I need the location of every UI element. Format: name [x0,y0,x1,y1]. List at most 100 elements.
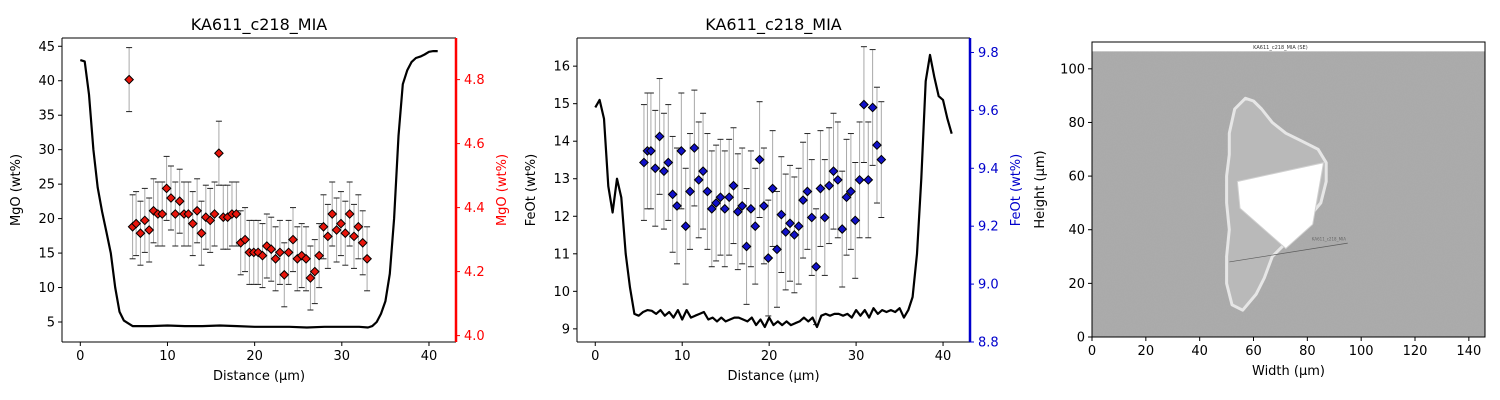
data-point [672,201,682,211]
data-point [327,209,338,219]
x-tick-label: 100 [1349,344,1374,359]
data-point [362,253,372,264]
error-bars [126,47,371,311]
y2-tick-label: 4.4 [464,201,485,216]
data-point [806,212,817,223]
data-point [750,221,761,232]
x-tick-label: 30 [848,349,865,364]
x-axis-label: Distance (µm) [727,369,819,384]
data-point [654,131,665,142]
se-image: KA611_c218_MIA KA611_c218_MIA (SE) [1092,42,1485,337]
x-tick-label: 20 [246,349,263,364]
y2-tick-label: 9.4 [978,162,999,177]
data-point [663,157,674,168]
y2-tick-label: 9.8 [978,46,999,61]
data-point [867,102,878,113]
data-point [732,206,743,217]
data-point [357,237,368,248]
data-point [715,192,726,203]
data-point [759,201,769,211]
data-point [349,231,359,242]
y2-tick-label: 4.0 [464,329,485,344]
data-point [845,186,856,197]
data-point [776,209,787,220]
data-point [331,225,342,235]
data-point [650,163,661,174]
y-tick-label: 15 [38,247,55,262]
data-point [196,228,207,239]
data-point [275,247,285,258]
data-point [183,209,194,219]
data-point [344,209,355,219]
error-bars [640,46,885,326]
data-point [135,228,146,239]
data-point [139,215,150,226]
data-point [192,205,203,216]
y-tick-label: 20 [38,212,55,227]
data-point [872,140,882,151]
data-point [802,186,813,197]
data-point [667,189,678,200]
y-tick-label: 5 [47,316,55,331]
data-point [301,253,311,264]
data-point [231,209,242,219]
y-tick-label: 13 [553,172,570,187]
y-tick-label: 10 [38,281,55,296]
y-tick-label: 0 [1077,331,1085,346]
x-tick-label: 0 [591,349,599,364]
data-point [837,224,848,234]
y-tick-label: 9 [562,322,570,337]
data-point [745,203,756,214]
data-point [754,154,765,165]
data-point [148,205,159,216]
x-tick-label: 10 [674,349,691,364]
profile-line [79,50,438,329]
data-point [863,174,874,185]
data-point [157,209,168,219]
x-tick-label: 0 [1088,344,1096,359]
image-title: KA611_c218_MIA (SE) [1253,45,1308,51]
y-tick-label: 40 [1068,223,1085,238]
data-point [859,99,869,110]
data-point [876,154,887,165]
y-tick-label: 35 [38,109,55,124]
x-tick-label: 60 [1245,344,1262,359]
data-point [257,250,268,261]
y2-tick-label: 9.0 [978,278,999,293]
data-point [166,193,176,203]
data-point [693,174,704,185]
data-point [780,227,791,237]
data-point [322,231,333,242]
data-point [305,273,316,283]
x-axis-label: Width (µm) [1252,364,1325,379]
data-point [144,225,155,235]
x-tick-label: 40 [935,349,952,364]
y-axis-label: MgO (wt%) [9,154,24,226]
data-point [724,192,735,203]
data-point [131,218,142,229]
profile-line [1229,242,1348,263]
data-point [811,261,822,272]
data-point [174,196,185,207]
y-tick-label: 80 [1068,116,1085,131]
data-point [719,203,730,214]
data-point [124,74,135,85]
y-tick-label: 14 [553,135,570,150]
data-point [828,166,839,177]
x-tick-label: 120 [1403,344,1428,359]
data-point [639,157,649,168]
data-point [832,174,843,185]
y-axis-label: Height (µm) [1033,150,1048,228]
data-point [737,201,748,211]
data-point [353,221,364,232]
image-frame [1091,41,1486,338]
chart-title: KA611_c218_MIA [705,15,842,35]
data-point [283,247,294,258]
data-point [170,209,181,219]
data-point [815,183,826,194]
data-point [187,218,198,229]
data-point [824,180,835,191]
data-point [676,146,687,156]
data-point [659,166,669,177]
